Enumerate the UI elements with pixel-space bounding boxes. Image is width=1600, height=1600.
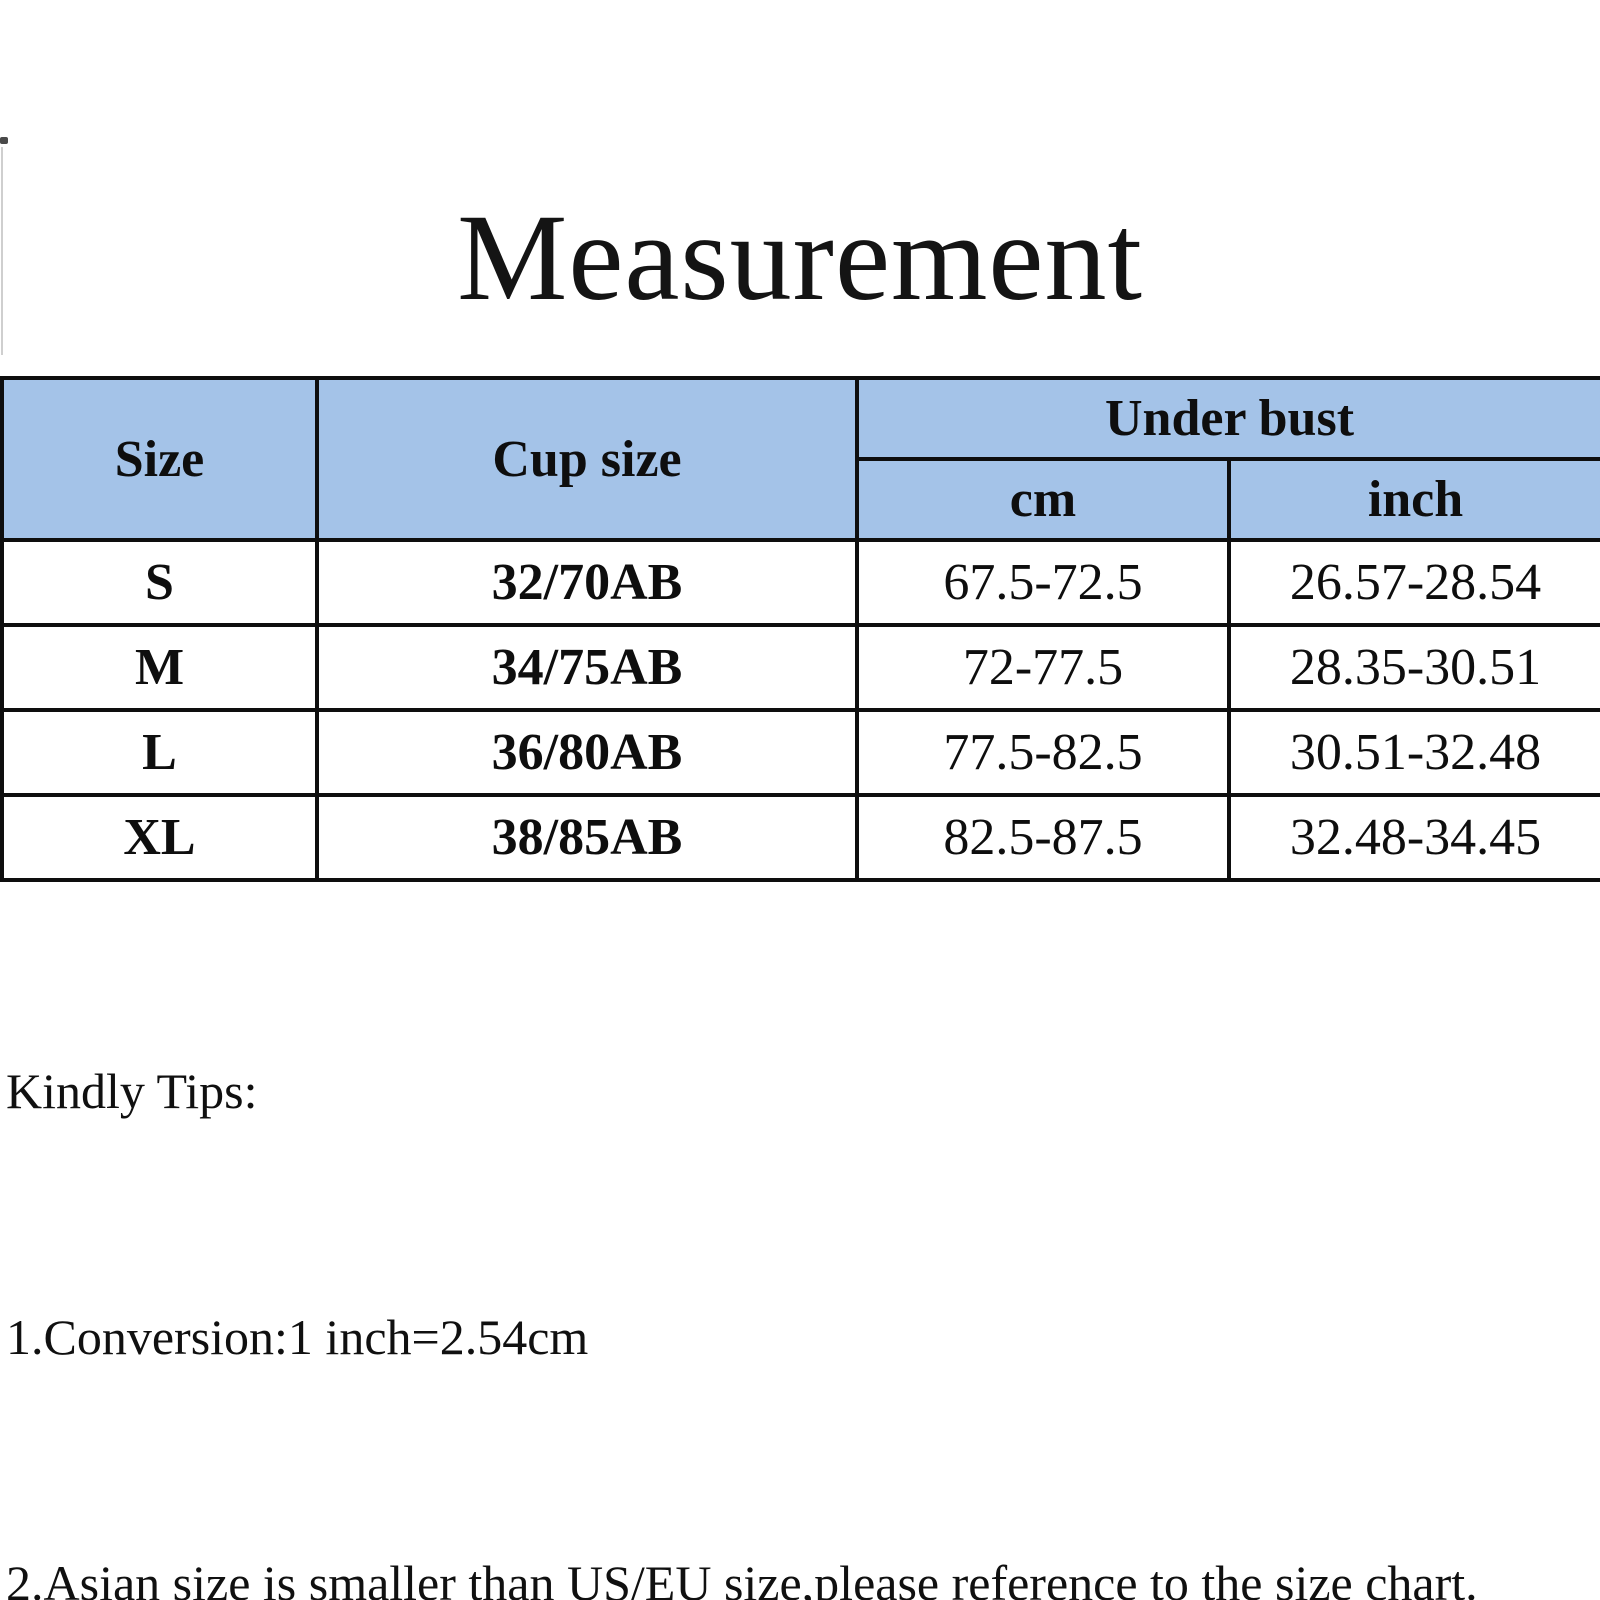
size-cell: XL xyxy=(0,793,319,882)
underbust-inch-cell: 26.57-28.54 xyxy=(1226,538,1600,627)
edge-artifact-line xyxy=(1,147,3,355)
header-row-2: cm inch xyxy=(2,457,1600,542)
underbust-inch-cell: 28.35-30.51 xyxy=(1226,623,1600,712)
tip-line-2: 2.Asian size is smaller than US/EU size,… xyxy=(6,1555,1478,1600)
size-cell: L xyxy=(0,708,319,797)
col-header-cup-size: Cup size xyxy=(315,376,859,542)
size-cell: M xyxy=(0,623,319,712)
underbust-inch-cell: 30.51-32.48 xyxy=(1226,708,1600,797)
cup-size-cell: 34/75AB xyxy=(315,623,859,712)
underbust-cm-cell: 77.5-82.5 xyxy=(855,708,1231,797)
measurement-table: Size Cup size Under bust cm inch S 32/70… xyxy=(0,376,1600,882)
col-header-inch: inch xyxy=(1226,457,1600,542)
col-header-under-bust: Under bust xyxy=(854,376,1600,461)
cup-size-cell: 38/85AB xyxy=(315,793,859,882)
tip-line-1: 1.Conversion:1 inch=2.54cm xyxy=(6,1309,589,1365)
underbust-inch-cell: 32.48-34.45 xyxy=(1226,793,1600,882)
table-row-xl: XL 38/85AB 82.5-87.5 32.48-34.45 xyxy=(0,793,1600,882)
size-cell: S xyxy=(0,538,319,627)
table-row-m: M 34/75AB 72-77.5 28.35-30.51 xyxy=(0,623,1600,712)
edge-artifact-dash xyxy=(0,137,8,144)
kindly-tips-section: Kindly Tips: 1.Conversion:1 inch=2.54cm … xyxy=(6,886,1596,1600)
cup-size-cell: 36/80AB xyxy=(315,708,859,797)
tips-heading: Kindly Tips: xyxy=(6,1063,258,1119)
cup-size-cell: 32/70AB xyxy=(315,538,859,627)
col-header-size: Size xyxy=(0,376,319,542)
page-title: Measurement xyxy=(457,189,1143,326)
table-row-s: S 32/70AB 67.5-72.5 26.57-28.54 xyxy=(0,538,1600,627)
table-row-l: L 36/80AB 77.5-82.5 30.51-32.48 xyxy=(0,708,1600,797)
underbust-cm-cell: 82.5-87.5 xyxy=(855,793,1231,882)
underbust-cm-cell: 72-77.5 xyxy=(855,623,1231,712)
underbust-cm-cell: 67.5-72.5 xyxy=(855,538,1231,627)
header-row-1: Size Cup size Under bust xyxy=(0,376,1600,542)
col-header-cm: cm xyxy=(855,457,1231,542)
